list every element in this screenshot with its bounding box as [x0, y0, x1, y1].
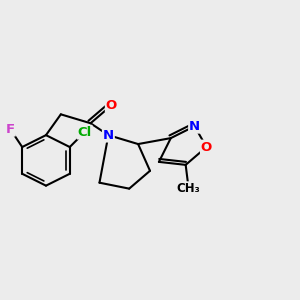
- Text: F: F: [6, 123, 15, 136]
- Text: O: O: [201, 140, 212, 154]
- Text: N: N: [103, 129, 114, 142]
- Text: CH₃: CH₃: [177, 182, 200, 195]
- Text: Cl: Cl: [77, 126, 92, 139]
- Text: O: O: [106, 99, 117, 112]
- Text: N: N: [189, 120, 200, 133]
